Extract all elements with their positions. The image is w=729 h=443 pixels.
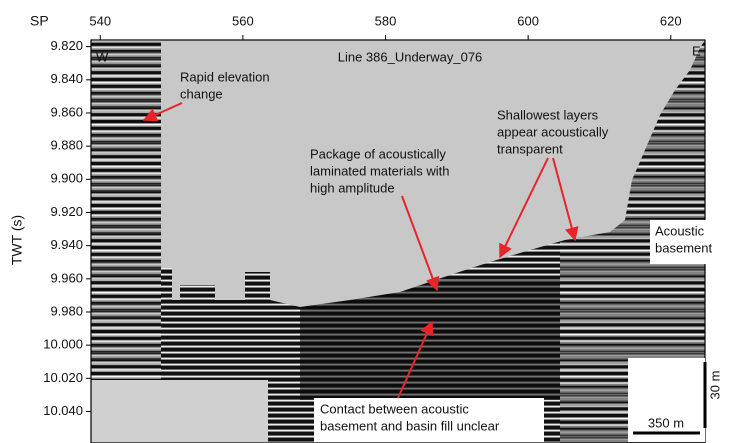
- x-tick-label: 540: [89, 13, 111, 28]
- y-tick-label: 9.980: [50, 303, 83, 318]
- annotation-text: Acoustic: [655, 223, 705, 238]
- y-tick-label: 9.920: [50, 204, 83, 219]
- y-tick-label: 10.040: [43, 403, 83, 418]
- annotation-text: laminated materials with: [310, 163, 449, 178]
- y-axis-label: TWT (s): [9, 215, 25, 265]
- y-tick-label: 9.900: [50, 171, 83, 186]
- x-axis-label: SP: [30, 13, 49, 29]
- chart-title: Line 386_Underway_076: [338, 49, 483, 64]
- y-tick-label: 9.940: [50, 237, 83, 252]
- annotation-text: basement: [655, 240, 712, 255]
- scale-label: 350 m: [648, 415, 684, 430]
- y-tick-label: 9.880: [50, 138, 83, 153]
- y-tick-label: 10.000: [43, 337, 83, 352]
- annotation-text: transparent: [497, 141, 563, 156]
- x-tick-label: 620: [660, 13, 682, 28]
- x-tick-label: 600: [517, 13, 539, 28]
- annotation-text: basement and basin fill unclear: [320, 418, 500, 433]
- direction-label: W: [96, 49, 109, 64]
- annotation-text: high amplitude: [310, 180, 395, 195]
- y-tick-label: 9.840: [50, 71, 83, 86]
- y-tick-label: 9.960: [50, 270, 83, 285]
- scale-label: 30 m: [707, 371, 722, 400]
- annotation-text: Shallowest layers: [497, 107, 599, 122]
- y-tick-label: 9.860: [50, 104, 83, 119]
- annotation-text: Contact between acoustic: [320, 401, 469, 416]
- annotation-text: change: [180, 86, 223, 101]
- direction-label: E: [692, 43, 701, 58]
- y-tick-label: 9.820: [50, 38, 83, 53]
- annotation-text: appear acoustically: [497, 124, 609, 139]
- annotation-text: Package of acoustically: [310, 146, 446, 161]
- chart: SP TWT (s) Line 386_Underway_076 W E 350…: [0, 0, 729, 443]
- x-tick-label: 560: [232, 13, 254, 28]
- y-tick-label: 10.020: [43, 370, 83, 385]
- x-tick-label: 580: [375, 13, 397, 28]
- annotation-text: Rapid elevation: [180, 69, 270, 84]
